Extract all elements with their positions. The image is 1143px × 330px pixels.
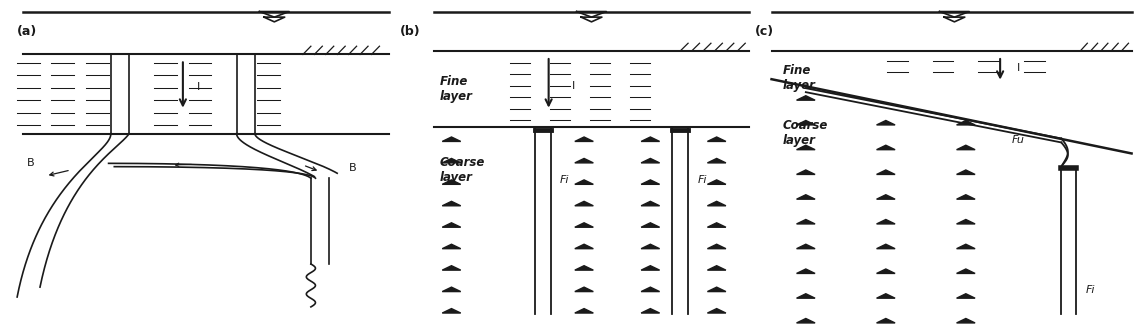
- Polygon shape: [797, 244, 815, 249]
- Polygon shape: [957, 244, 975, 249]
- Polygon shape: [641, 158, 660, 163]
- Text: Fu: Fu: [1012, 135, 1024, 145]
- Polygon shape: [708, 201, 726, 206]
- Text: Fi: Fi: [1086, 285, 1095, 295]
- Polygon shape: [708, 223, 726, 227]
- Polygon shape: [708, 266, 726, 270]
- Polygon shape: [957, 195, 975, 199]
- Polygon shape: [957, 145, 975, 150]
- Polygon shape: [877, 145, 895, 150]
- Polygon shape: [575, 309, 593, 313]
- Polygon shape: [957, 318, 975, 323]
- Polygon shape: [957, 170, 975, 175]
- Text: Fi: Fi: [697, 175, 706, 185]
- Polygon shape: [575, 223, 593, 227]
- Polygon shape: [708, 158, 726, 163]
- Polygon shape: [797, 294, 815, 298]
- Polygon shape: [442, 137, 461, 142]
- Polygon shape: [442, 223, 461, 227]
- Polygon shape: [641, 223, 660, 227]
- Polygon shape: [575, 180, 593, 184]
- Polygon shape: [442, 201, 461, 206]
- Polygon shape: [641, 180, 660, 184]
- Polygon shape: [641, 201, 660, 206]
- Text: Fine
layer: Fine layer: [783, 64, 816, 92]
- Polygon shape: [442, 180, 461, 184]
- Polygon shape: [575, 137, 593, 142]
- Polygon shape: [708, 137, 726, 142]
- Polygon shape: [708, 244, 726, 249]
- Polygon shape: [641, 287, 660, 292]
- Polygon shape: [797, 195, 815, 199]
- Polygon shape: [641, 244, 660, 249]
- Polygon shape: [708, 309, 726, 313]
- Polygon shape: [877, 318, 895, 323]
- Polygon shape: [797, 219, 815, 224]
- Polygon shape: [575, 287, 593, 292]
- Text: B: B: [349, 163, 357, 173]
- Polygon shape: [877, 170, 895, 175]
- Polygon shape: [641, 266, 660, 270]
- Text: Fine
layer: Fine layer: [440, 75, 473, 103]
- Polygon shape: [708, 287, 726, 292]
- Polygon shape: [442, 158, 461, 163]
- Polygon shape: [641, 309, 660, 313]
- Text: Coarse
layer: Coarse layer: [783, 119, 829, 147]
- Polygon shape: [877, 195, 895, 199]
- Polygon shape: [797, 170, 815, 175]
- Polygon shape: [575, 158, 593, 163]
- Polygon shape: [442, 266, 461, 270]
- Text: (a): (a): [17, 25, 38, 38]
- Polygon shape: [877, 120, 895, 125]
- Polygon shape: [442, 309, 461, 313]
- Text: (c): (c): [754, 25, 774, 38]
- Text: I: I: [572, 81, 575, 91]
- Polygon shape: [957, 294, 975, 298]
- Polygon shape: [442, 287, 461, 292]
- Polygon shape: [797, 120, 815, 125]
- Polygon shape: [641, 137, 660, 142]
- Polygon shape: [442, 244, 461, 249]
- Polygon shape: [797, 318, 815, 323]
- Polygon shape: [575, 201, 593, 206]
- Text: I: I: [197, 82, 200, 92]
- Polygon shape: [797, 96, 815, 100]
- Text: I: I: [1017, 63, 1021, 73]
- Text: B: B: [26, 158, 34, 168]
- Polygon shape: [877, 244, 895, 249]
- Text: Coarse
layer: Coarse layer: [440, 156, 486, 184]
- Polygon shape: [877, 219, 895, 224]
- Polygon shape: [957, 269, 975, 274]
- Polygon shape: [575, 244, 593, 249]
- Polygon shape: [957, 219, 975, 224]
- Text: (b): (b): [400, 25, 421, 38]
- Polygon shape: [797, 269, 815, 274]
- Polygon shape: [957, 120, 975, 125]
- Polygon shape: [797, 145, 815, 150]
- Polygon shape: [708, 180, 726, 184]
- Polygon shape: [877, 294, 895, 298]
- Polygon shape: [877, 269, 895, 274]
- Polygon shape: [575, 266, 593, 270]
- Text: Fi: Fi: [560, 175, 569, 185]
